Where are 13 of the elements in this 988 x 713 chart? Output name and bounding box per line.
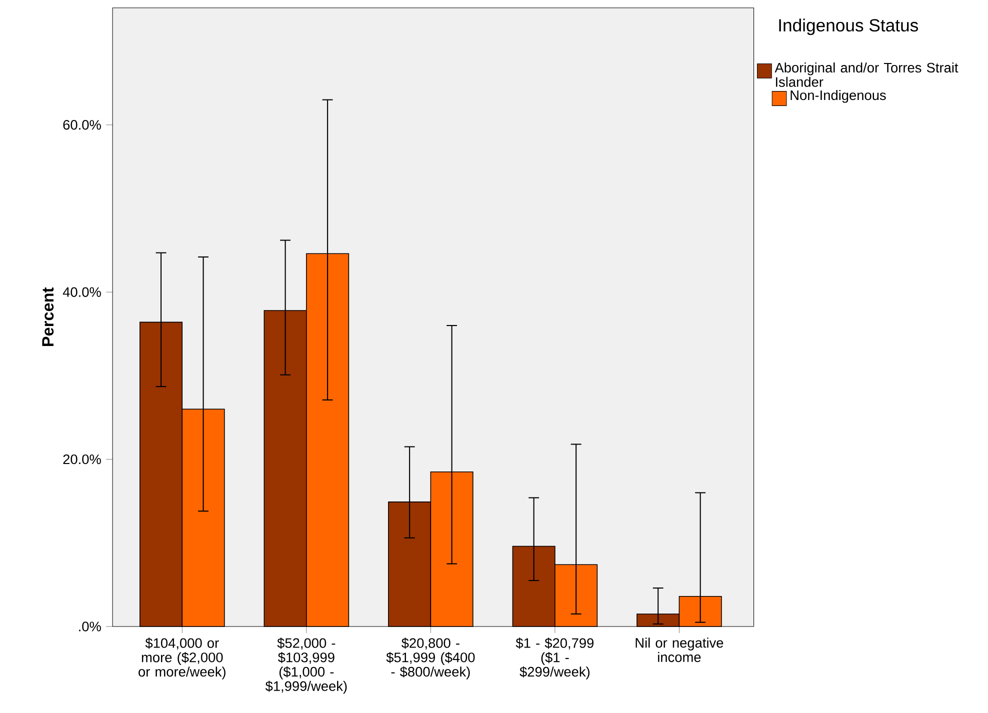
legend-label: Non-Indigenous bbox=[790, 90, 886, 103]
x-tick-label: Nil or negative income bbox=[636, 638, 724, 662]
legend-title: Indigenous Status bbox=[779, 18, 918, 36]
x-tick-label: $20,800 - $51,999 ($400 - $800/week) bbox=[386, 638, 475, 680]
y-tick-label: .0% bbox=[79, 622, 101, 632]
x-tick-label: $1 - $20,799 ($1 - $299/week) bbox=[516, 638, 594, 680]
y-tick-label: 40.0% bbox=[62, 287, 101, 298]
y-tick-label: 60.0% bbox=[63, 120, 101, 130]
x-tick-label: $104,000 or more ($2,000 or more/week) bbox=[138, 638, 226, 680]
y-tick-label: 20.0% bbox=[63, 454, 101, 464]
legend-label: Aboriginal and/or Torres Strait Islander bbox=[774, 62, 958, 88]
x-tick-label: $52,000 - $103,999 ($1,000 - $1,999/week) bbox=[265, 638, 347, 694]
y-axis-title: Percent bbox=[42, 288, 54, 346]
